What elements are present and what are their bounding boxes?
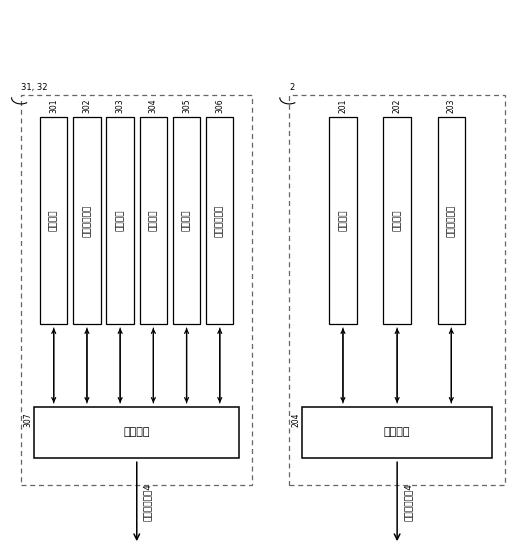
Text: 31, 32: 31, 32 (21, 83, 47, 92)
Text: 吸务部件: 吸务部件 (49, 210, 58, 231)
Bar (140, 117, 167, 324)
Bar (438, 117, 465, 324)
Bar (329, 117, 357, 324)
Bar (21, 95, 252, 485)
Text: 202: 202 (392, 98, 402, 113)
Text: 通信部件: 通信部件 (124, 427, 150, 437)
Text: 303: 303 (116, 98, 125, 113)
Text: 检测部件: 检测部件 (116, 210, 125, 231)
Bar (302, 407, 492, 458)
Text: 306: 306 (215, 98, 224, 113)
Bar (173, 117, 200, 324)
Text: 304: 304 (149, 98, 158, 113)
Text: 305: 305 (182, 98, 191, 113)
Text: 驱动部件: 驱动部件 (338, 210, 348, 231)
Text: 301: 301 (49, 98, 58, 113)
Text: 驱动部件: 驱动部件 (149, 210, 158, 231)
Text: 试样制备部件: 试样制备部件 (83, 204, 92, 237)
Text: 条形码读码器: 条形码读码器 (215, 204, 224, 237)
Text: 203: 203 (447, 98, 456, 113)
Text: 204: 204 (292, 413, 301, 427)
Text: 201: 201 (338, 98, 348, 113)
Bar (40, 117, 67, 324)
Text: 信息处理单免4: 信息处理单免4 (143, 483, 152, 521)
Text: 307: 307 (24, 413, 33, 427)
Text: 传感部件: 传感部件 (182, 210, 191, 231)
Bar (34, 407, 239, 458)
Bar (289, 95, 505, 485)
Bar (206, 117, 234, 324)
Text: 条形码读码器: 条形码读码器 (447, 204, 456, 237)
Text: 传感部件: 传感部件 (392, 210, 402, 231)
Text: 信息处理单免4: 信息处理单免4 (403, 483, 412, 521)
Text: 2: 2 (289, 83, 295, 92)
Text: 通信部件: 通信部件 (384, 427, 410, 437)
Text: 302: 302 (83, 98, 92, 113)
Bar (73, 117, 100, 324)
Bar (383, 117, 411, 324)
Bar (106, 117, 134, 324)
